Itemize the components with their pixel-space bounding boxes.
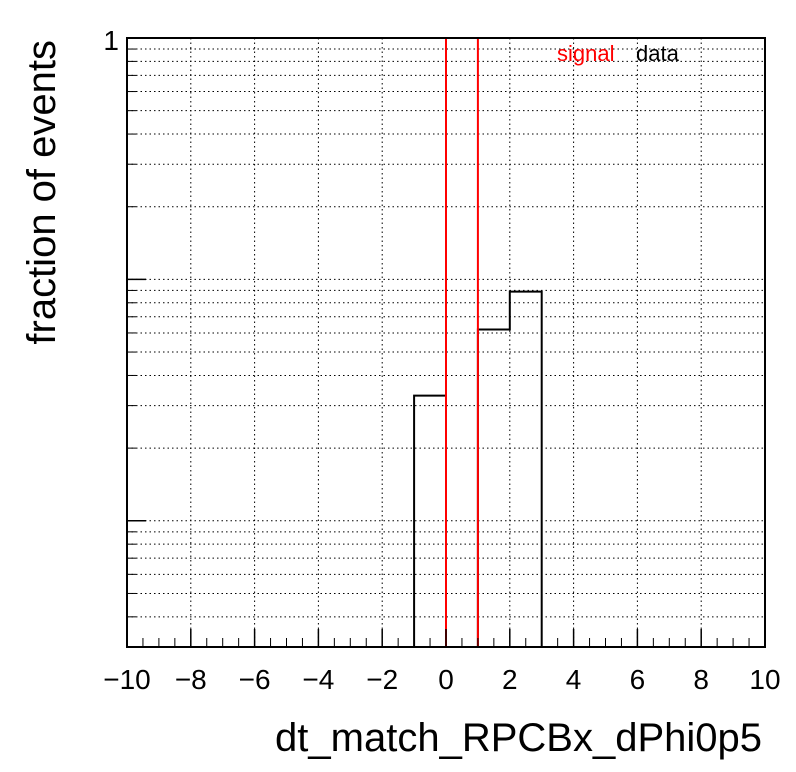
x-axis-title: dt_match_RPCBx_dPhi0p5 [275, 716, 762, 760]
x-tick-label: 2 [502, 664, 518, 695]
legend: signal data [557, 41, 680, 66]
x-tick-label: 0 [438, 664, 454, 695]
y-tick-label: 1 [103, 25, 119, 56]
x-tick-labels: −10 −8 −6 −4 −2 0 2 4 6 8 10 [103, 664, 780, 695]
x-tick-label: 6 [630, 664, 646, 695]
legend-signal: signal [557, 41, 614, 66]
axis-ticks [126, 37, 766, 647]
legend-data: data [636, 41, 680, 66]
x-tick-label: −8 [175, 664, 207, 695]
x-tick-label: −10 [103, 664, 151, 695]
y-axis-title: fraction of events [20, 40, 64, 345]
x-tick-label: −2 [366, 664, 398, 695]
x-tick-label: 4 [566, 664, 582, 695]
y-tick-labels: 1 [103, 25, 119, 56]
x-tick-label: 10 [749, 664, 780, 695]
histogram-signal [127, 37, 765, 648]
grid [127, 38, 765, 647]
x-tick-label: −4 [302, 664, 334, 695]
x-tick-label: 8 [693, 664, 709, 695]
x-tick-label: −6 [239, 664, 271, 695]
plot-area [127, 37, 765, 648]
